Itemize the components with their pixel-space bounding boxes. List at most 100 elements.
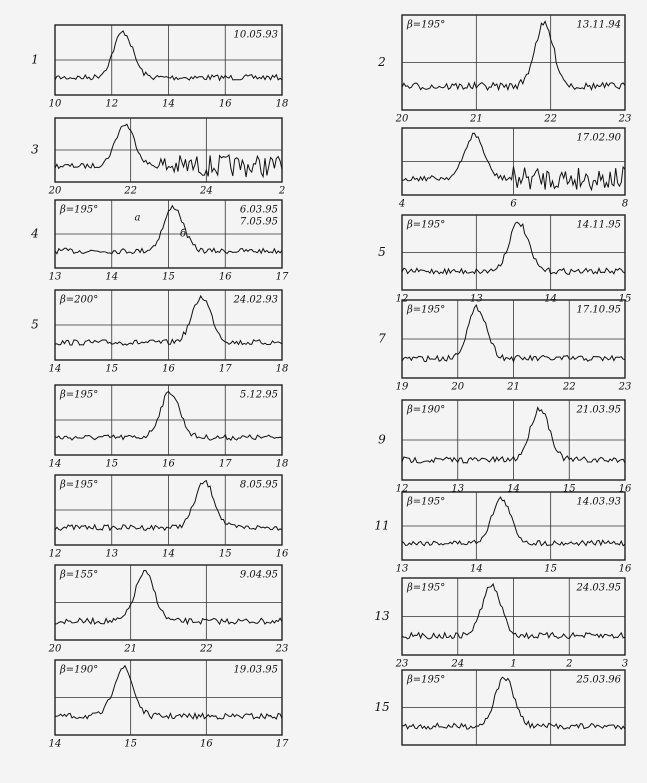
panel-number: 7 [378,332,386,346]
x-tick-label: 22 [562,382,576,393]
x-tick-label: 23 [618,382,632,393]
x-tick-label: 15 [544,564,557,575]
curve-label: б [180,229,187,240]
x-tick-label: 21 [123,644,137,655]
x-tick-label: 16 [276,549,289,560]
x-tick-label: 14 [49,739,62,750]
x-tick-label: 22 [543,114,557,125]
signal-trace [401,221,626,276]
signal-trace [54,570,283,626]
beta-label: β=195° [59,390,98,401]
x-tick-label: 23 [395,659,409,670]
x-tick-label: 14 [105,272,118,283]
x-tick-label: 22 [199,644,213,655]
x-tick-label: 21 [469,114,483,125]
signal-trace [401,582,626,640]
signal-trace [401,676,626,730]
date-label: 6.03.95 [240,205,278,216]
beta-label: β=155° [59,570,98,581]
x-tick-label: 15 [105,364,118,375]
x-tick-label: 13 [105,549,118,560]
x-tick-label: 23 [618,114,632,125]
beta-label: β=195° [59,480,98,491]
x-tick-label: 20 [48,644,62,655]
panel-number: 11 [374,519,389,533]
beta-label: β=195° [406,220,445,231]
x-tick-label: 16 [200,739,213,750]
x-tick-label: 17 [276,739,289,750]
x-tick-label: 19 [396,382,409,393]
date-label: 5.12.95 [240,390,278,401]
x-tick-label: 24 [450,659,464,670]
x-tick-label: 13 [451,484,464,495]
x-tick-label: 13 [49,272,62,283]
beta-label: β=190° [59,665,98,676]
date-label: 24.02.93 [232,295,278,306]
x-tick-label: 20 [48,186,62,197]
x-tick-label: 14 [49,459,62,470]
signal-trace [401,304,626,363]
panel-number: 1 [31,53,39,67]
x-tick-label: 12 [396,294,409,305]
x-tick-label: 10 [49,99,62,110]
panel-number: 9 [378,433,386,447]
x-tick-label: 12 [49,549,62,560]
x-tick-label: 14 [162,549,175,560]
x-tick-label: 23 [275,644,289,655]
signal-trace [54,294,283,346]
x-tick-label: 12 [105,99,118,110]
x-tick-label: 16 [162,364,175,375]
panel-number: 5 [31,318,39,332]
beta-label: β=195° [406,675,445,686]
date-label: 10.05.93 [233,30,278,41]
signal-trace [54,123,283,179]
x-tick-label: 15 [162,272,175,283]
x-tick-label: 14 [162,99,175,110]
x-tick-label: 21 [506,382,520,393]
signal-trace [54,664,283,721]
x-tick-label: 16 [219,272,232,283]
x-tick-label: 24 [199,186,213,197]
x-tick-label: 17 [219,364,232,375]
signal-trace [54,30,283,82]
beta-label: β=195° [59,205,98,216]
x-tick-label: 2 [565,659,572,670]
x-tick-label: 1 [510,659,516,670]
date-label: 19.03.95 [233,665,278,676]
x-tick-label: 18 [276,364,289,375]
signal-trace [54,204,283,255]
x-tick-label: 16 [619,564,632,575]
x-tick-label: 2 [278,186,285,197]
date-label: 25.03.96 [575,675,621,686]
x-tick-label: 14 [507,484,520,495]
x-tick-label: 20 [395,114,409,125]
x-tick-label: 16 [162,459,175,470]
x-tick-label: 20 [450,382,464,393]
date-label: 8.05.95 [240,480,278,491]
x-tick-label: 17 [276,272,289,283]
beta-label: β=195° [406,305,445,316]
signal-trace [401,132,626,192]
x-tick-label: 16 [619,484,632,495]
panel-number: 15 [374,700,389,714]
date-label: 14.11.95 [576,220,621,231]
beta-label: β=190° [406,405,445,416]
panel-number: 2 [377,55,386,69]
x-tick-label: 15 [563,484,576,495]
x-tick-label: 17 [219,459,232,470]
x-tick-label: 12 [396,484,409,495]
x-tick-label: 15 [105,459,118,470]
x-tick-label: 18 [276,99,289,110]
signal-trace [54,479,283,532]
date-label: 21.03.95 [575,405,621,416]
x-tick-label: 6 [510,199,517,210]
date-label: 24.03.95 [575,583,621,594]
x-tick-label: 15 [124,739,137,750]
signal-trace [401,496,626,547]
curve-label: a [134,213,140,224]
date-label: 13.11.94 [576,20,621,31]
panel-number: 4 [30,227,39,241]
x-tick-label: 14 [470,564,483,575]
signal-trace [401,20,626,92]
